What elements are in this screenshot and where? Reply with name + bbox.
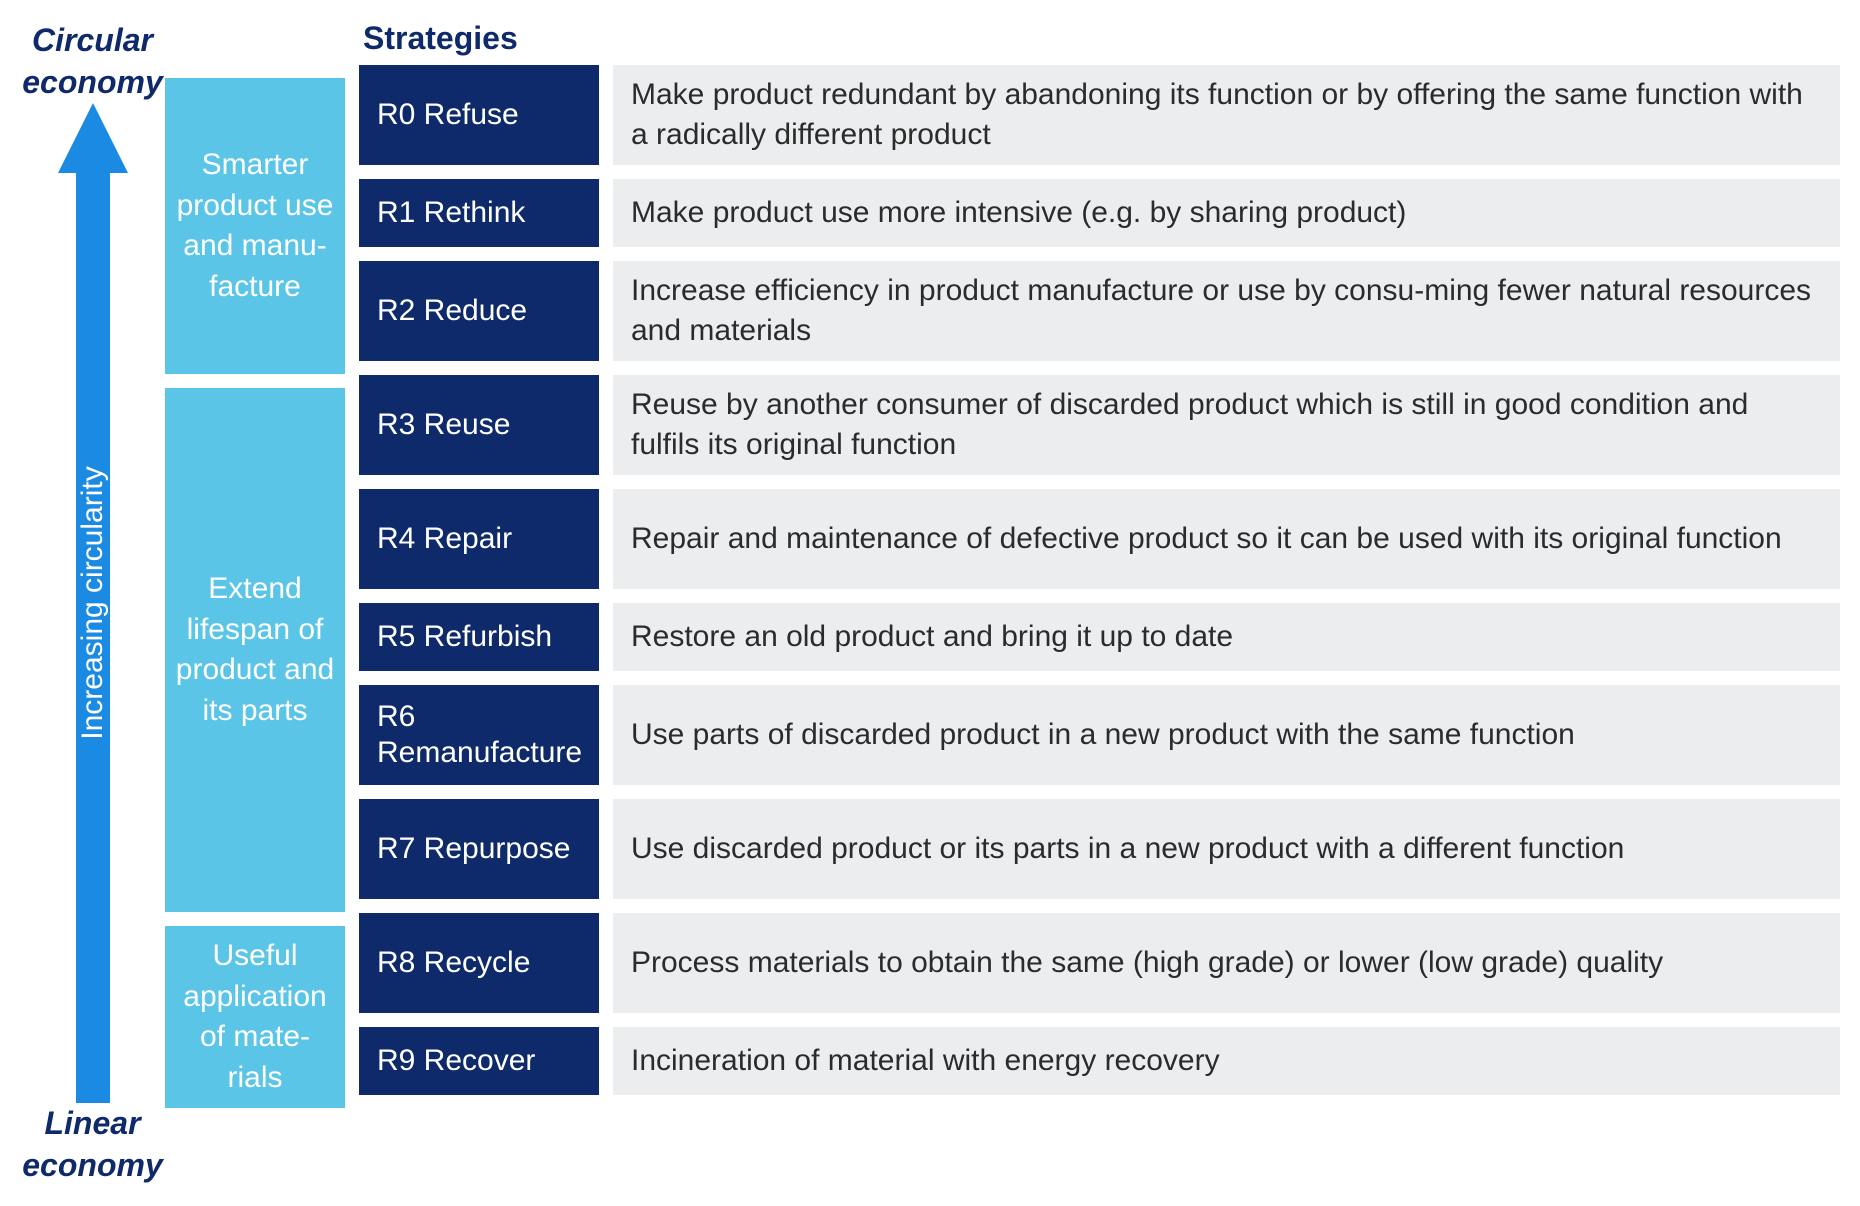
group-box: Smarter product use and manu-facture — [165, 78, 345, 374]
strategy-row: R7 RepurposeUse discarded product or its… — [359, 799, 1840, 899]
strategy-code: R9 Recover — [359, 1027, 599, 1095]
bottom-label: Linear economy — [20, 1103, 165, 1186]
strategy-row: R8 RecycleProcess materials to obtain th… — [359, 913, 1840, 1013]
strategy-row: R3 ReuseReuse by another consumer of dis… — [359, 375, 1840, 475]
strategy-code: R3 Reuse — [359, 375, 599, 475]
strategy-row: R2 ReduceIncrease efficiency in product … — [359, 261, 1840, 361]
strategy-description: Repair and maintenance of defective prod… — [613, 489, 1840, 589]
strategy-description: Incineration of material with energy rec… — [613, 1027, 1840, 1095]
strategies-header: Strategies — [359, 20, 1840, 57]
strategy-row: R6 RemanufactureUse parts of discarded p… — [359, 685, 1840, 785]
arrow-label: Increasing circularity — [76, 466, 110, 739]
strategy-description: Restore an old product and bring it up t… — [613, 603, 1840, 671]
strategy-row: R9 RecoverIncineration of material with … — [359, 1027, 1840, 1095]
groups-column: Smarter product use and manu-factureExte… — [165, 78, 345, 1186]
strategy-code: R6 Remanufacture — [359, 685, 599, 785]
strategy-row: R1 RethinkMake product use more intensiv… — [359, 179, 1840, 247]
strategy-code: R2 Reduce — [359, 261, 599, 361]
strategy-row: R4 RepairRepair and maintenance of defec… — [359, 489, 1840, 589]
top-label: Circular economy — [20, 20, 165, 103]
strategy-row: R5 RefurbishRestore an old product and b… — [359, 603, 1840, 671]
arrow-wrap: Increasing circularity — [20, 103, 165, 1103]
strategy-description: Make product use more intensive (e.g. by… — [613, 179, 1840, 247]
strategy-code: R4 Repair — [359, 489, 599, 589]
group-box: Extend lifespan of product and its parts — [165, 388, 345, 912]
strategy-code: R7 Repurpose — [359, 799, 599, 899]
strategy-code: R0 Refuse — [359, 65, 599, 165]
strategy-code: R8 Recycle — [359, 913, 599, 1013]
rows-container: R0 RefuseMake product redundant by aband… — [359, 65, 1840, 1095]
strategy-row: R0 RefuseMake product redundant by aband… — [359, 65, 1840, 165]
strategy-description: Make product redundant by abandoning its… — [613, 65, 1840, 165]
strategy-description: Increase efficiency in product manufactu… — [613, 261, 1840, 361]
r-strategies-diagram: Circular economy Increasing circularity … — [20, 20, 1840, 1186]
strategy-description: Process materials to obtain the same (hi… — [613, 913, 1840, 1013]
strategy-description: Use discarded product or its parts in a … — [613, 799, 1840, 899]
strategy-code: R1 Rethink — [359, 179, 599, 247]
strategy-code: R5 Refurbish — [359, 603, 599, 671]
left-column: Circular economy Increasing circularity … — [20, 20, 165, 1186]
strategy-description: Reuse by another consumer of discarded p… — [613, 375, 1840, 475]
group-box: Useful application of mate-rials — [165, 926, 345, 1108]
strategy-description: Use parts of discarded product in a new … — [613, 685, 1840, 785]
rows-column: Strategies R0 RefuseMake product redunda… — [359, 20, 1840, 1186]
